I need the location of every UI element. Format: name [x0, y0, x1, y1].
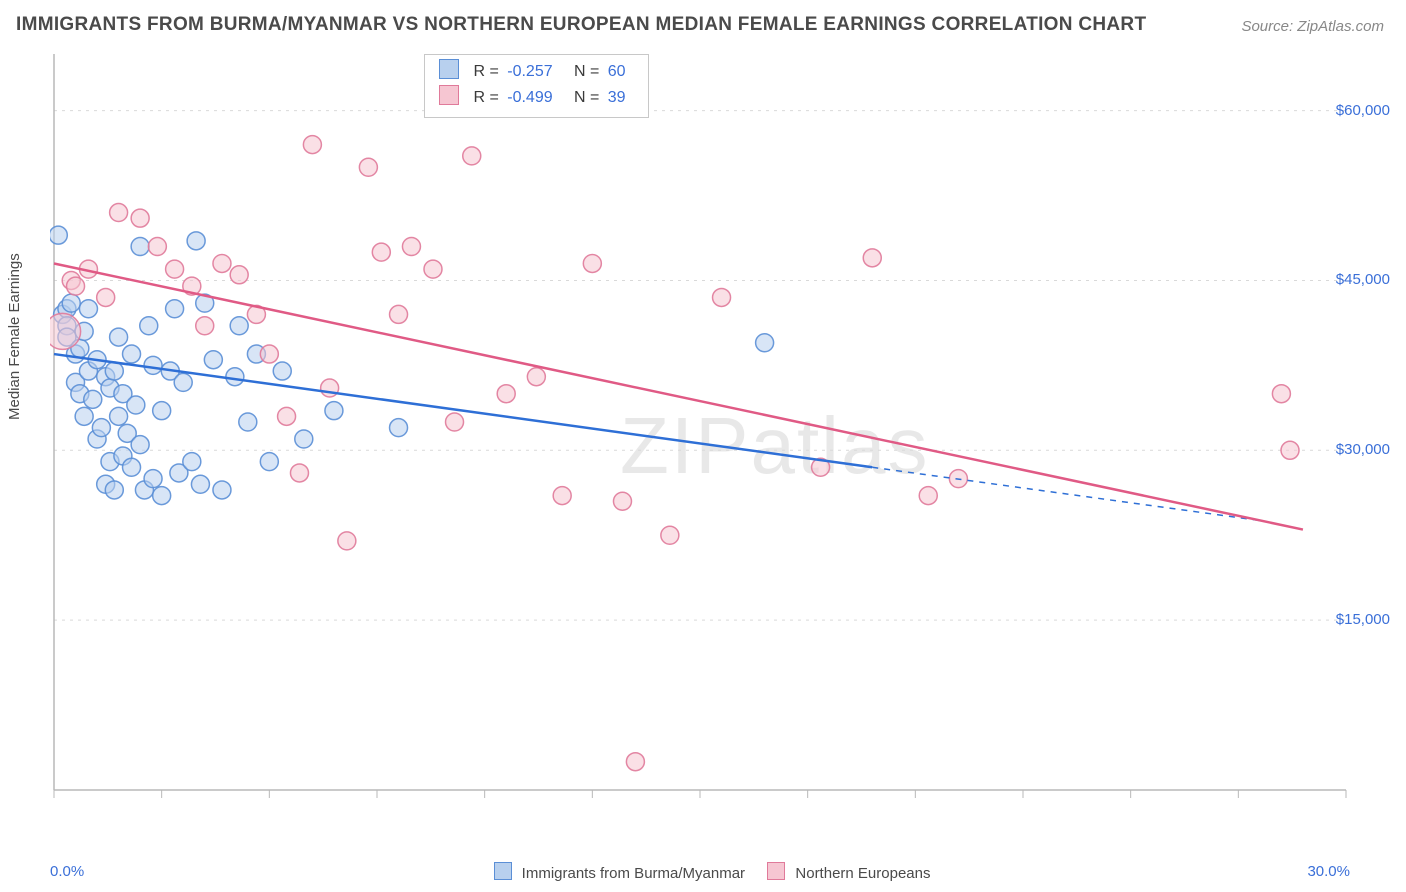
y-tick: $30,000: [1336, 441, 1390, 458]
stat-row-0: R = -0.257 N = 60: [439, 59, 634, 85]
stat-box: R = -0.257 N = 60 R = -0.499 N = 39: [424, 54, 649, 118]
stat-r-1: -0.499: [507, 89, 552, 106]
y-tick: $15,000: [1336, 611, 1390, 628]
stat-swatch-1: [439, 85, 459, 105]
scatter-chart: [50, 50, 1350, 820]
stat-n-label: N =: [574, 63, 599, 80]
stat-r-0: -0.257: [507, 63, 552, 80]
chart-title: IMMIGRANTS FROM BURMA/MYANMAR VS NORTHER…: [16, 14, 1146, 36]
y-tick: $45,000: [1336, 271, 1390, 288]
legend-bottom: Immigrants from Burma/Myanmar Northern E…: [0, 862, 1406, 882]
y-axis-label: Median Female Earnings: [6, 253, 23, 420]
stat-n-label: N =: [574, 89, 599, 106]
stat-n-1: 39: [608, 89, 626, 106]
legend-swatch-0: [494, 862, 512, 880]
legend-label-0: Immigrants from Burma/Myanmar: [522, 865, 745, 882]
legend-label-1: Northern Europeans: [795, 865, 930, 882]
stat-n-0: 60: [608, 63, 626, 80]
stat-r-label: R =: [473, 63, 498, 80]
stat-swatch-0: [439, 59, 459, 79]
stat-row-1: R = -0.499 N = 39: [439, 85, 634, 111]
source-label: Source: ZipAtlas.com: [1241, 18, 1384, 35]
legend-swatch-1: [767, 862, 785, 880]
y-tick: $60,000: [1336, 102, 1390, 119]
stat-r-label: R =: [473, 89, 498, 106]
